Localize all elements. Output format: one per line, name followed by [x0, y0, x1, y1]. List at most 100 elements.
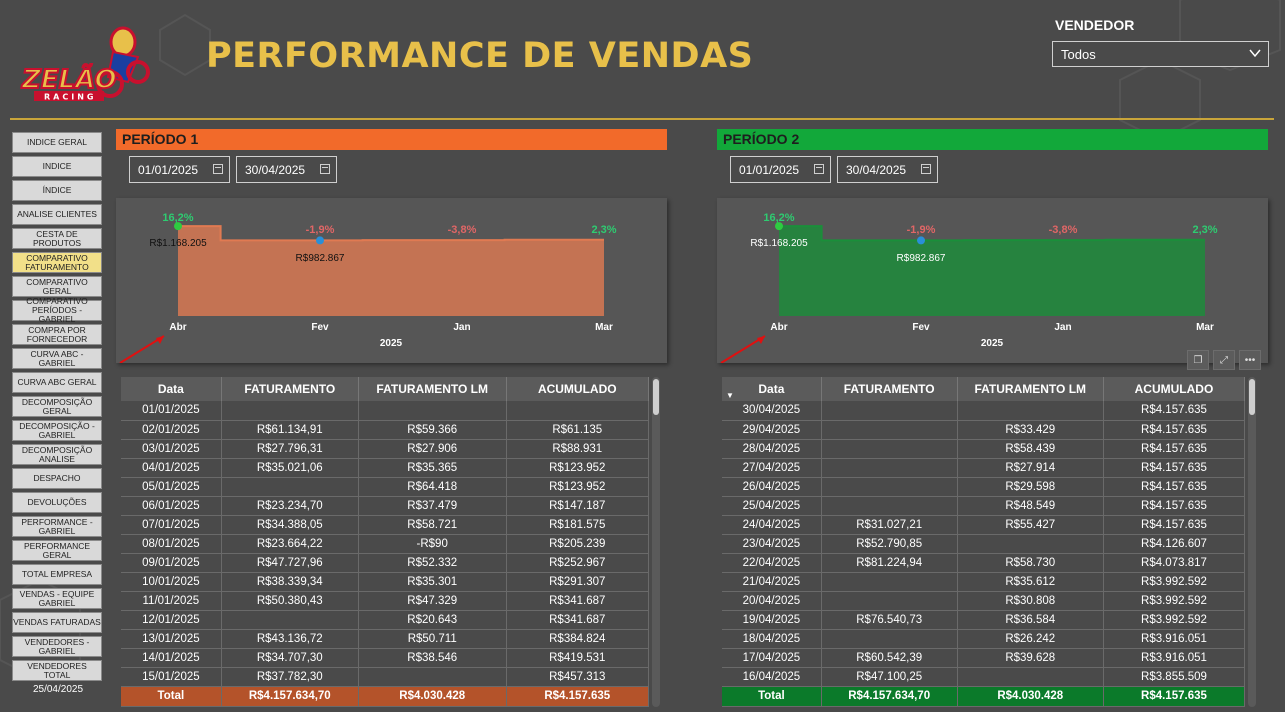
column-header[interactable]: FATURAMENTO — [221, 377, 359, 401]
sort-desc-icon[interactable]: ▼ — [726, 391, 734, 400]
table-cell: R$81.224,94 — [821, 553, 958, 573]
sidebar-date: 25/04/2025 — [32, 684, 84, 695]
column-header[interactable]: Data ▼ — [722, 377, 822, 401]
sidebar-item-comparativo-geral[interactable]: COMPARATIVO GERAL — [12, 276, 102, 297]
table-cell: R$20.643 — [358, 610, 507, 630]
table-row: 02/01/2025 R$61.134,91 R$59.366 R$61.135 — [121, 420, 650, 440]
table-cell: 17/04/2025 — [722, 648, 822, 668]
vendedor-dropdown[interactable]: Todos — [1052, 41, 1269, 67]
min-point — [917, 236, 925, 245]
sidebar-item-curva-abc-geral[interactable]: CURVA ABC GERAL — [12, 372, 102, 393]
column-header[interactable]: FATURAMENTO LM — [957, 377, 1104, 401]
table-cell: R$26.242 — [957, 629, 1104, 649]
x-tick-label: Jan — [1054, 322, 1071, 333]
table-cell: R$50.380,43 — [221, 591, 359, 611]
sidebar-item-vendedores-total[interactable]: VENDEDORES TOTAL — [12, 660, 102, 681]
period1-scroll-thumb[interactable] — [653, 379, 659, 415]
sidebar-item-compra-por-fornecedor[interactable]: COMPRA POR FORNECEDOR — [12, 324, 102, 345]
table-cell: R$33.429 — [957, 420, 1104, 440]
table-cell: 20/04/2025 — [722, 591, 822, 611]
table-row: 30/04/2025 R$4.157.635 — [722, 401, 1246, 421]
table-cell: 28/04/2025 — [722, 439, 822, 459]
sidebar-item-índice[interactable]: ÍNDICE — [12, 180, 102, 201]
table-cell: -R$90 — [358, 534, 507, 554]
sidebar-item-performance-geral[interactable]: PERFORMANCE GERAL — [12, 540, 102, 561]
table-cell: R$419.531 — [506, 648, 650, 668]
period1-end-date[interactable]: 30/04/2025 — [236, 156, 337, 183]
table-cell: 02/01/2025 — [121, 420, 222, 440]
table-cell: R$4.157.635 — [1103, 477, 1246, 497]
sidebar-item-indice[interactable]: INDICE — [12, 156, 102, 177]
sidebar-item-decomposição-analise[interactable]: DECOMPOSIÇÃO ANALISE — [12, 444, 102, 465]
table-cell — [957, 667, 1104, 687]
period2-scrollbar[interactable] — [1248, 377, 1256, 707]
table-row: 19/04/2025 R$76.540,73 R$36.584 R$3.992.592 — [722, 610, 1246, 630]
calendar-icon[interactable] — [320, 164, 330, 174]
table-cell: R$457.313 — [506, 667, 650, 687]
table-cell: 18/04/2025 — [722, 629, 822, 649]
period2-start-date[interactable]: 01/01/2025 — [730, 156, 831, 183]
column-header[interactable]: ACUMULADO — [506, 377, 650, 401]
total-cell: R$4.157.635 — [506, 686, 650, 707]
calendar-icon[interactable] — [814, 164, 824, 174]
table-cell: 27/04/2025 — [722, 458, 822, 478]
copy-icon[interactable]: ❐ — [1187, 350, 1209, 370]
sidebar-item-comparativo-faturamento[interactable]: COMPARATIVO FATURAMENTO — [12, 252, 102, 273]
table-cell: R$52.790,85 — [821, 534, 958, 554]
table-cell: R$39.628 — [957, 648, 1104, 668]
table-cell — [821, 591, 958, 611]
sidebar-item-cesta-de-produtos[interactable]: CESTA DE PRODUTOS — [12, 228, 102, 249]
table-cell: R$30.808 — [957, 591, 1104, 611]
logo-subtext: RACING — [44, 93, 96, 102]
table-row: 07/01/2025 R$34.388,05 R$58.721 R$181.575 — [121, 515, 650, 535]
annotation-arrow — [720, 335, 766, 363]
sidebar-item-vendas-faturadas[interactable]: VENDAS FATURADAS — [12, 612, 102, 633]
table-cell: R$27.796,31 — [221, 439, 359, 459]
total-row: Total R$4.157.634,70 R$4.030.428 R$4.157.63… — [121, 686, 650, 707]
total-cell: Total — [722, 686, 822, 707]
period2-scroll-thumb[interactable] — [1249, 379, 1255, 415]
table-cell: 05/01/2025 — [121, 477, 222, 497]
column-header[interactable]: FATURAMENTO — [821, 377, 958, 401]
calendar-icon[interactable] — [921, 164, 931, 174]
table-cell: R$35.301 — [358, 572, 507, 592]
calendar-icon[interactable] — [213, 164, 223, 174]
table-cell: R$384.824 — [506, 629, 650, 649]
table-cell: R$38.339,34 — [221, 572, 359, 592]
period2-end-date[interactable]: 30/04/2025 — [837, 156, 938, 183]
total-cell: R$4.157.634,70 — [821, 686, 958, 707]
sidebar-item-vendas-equipe-gabriel[interactable]: VENDAS - EQUIPE GABRIEL — [12, 588, 102, 609]
table-cell: R$61.134,91 — [221, 420, 359, 440]
table-cell: 24/04/2025 — [722, 515, 822, 535]
sidebar-item-indice-geral[interactable]: INDICE GERAL — [12, 132, 102, 153]
sidebar-item-decomposição-gabriel[interactable]: DECOMPOSIÇÃO - GABRIEL — [12, 420, 102, 441]
area-line — [178, 225, 604, 242]
period1-start-date[interactable]: 01/01/2025 — [129, 156, 230, 183]
table-row: 27/04/2025 R$27.914 R$4.157.635 — [722, 458, 1246, 478]
table-cell: R$147.187 — [506, 496, 650, 516]
table-row: 01/01/2025 — [121, 401, 650, 421]
table-cell: R$36.584 — [957, 610, 1104, 630]
focus-mode-icon[interactable]: ⤢ — [1213, 350, 1235, 370]
column-header[interactable]: FATURAMENTO LM — [358, 377, 507, 401]
table-cell — [821, 439, 958, 459]
more-options-icon[interactable]: ••• — [1239, 350, 1261, 370]
sidebar-item-analise-clientes[interactable]: ANALISE CLIENTES — [12, 204, 102, 225]
sidebar-item-decomposição-geral[interactable]: DECOMPOSIÇÃO GERAL — [12, 396, 102, 417]
sidebar-item-curva-abc-gabriel[interactable]: CURVA ABC - GABRIEL — [12, 348, 102, 369]
sidebar-item-performance-gabriel[interactable]: PERFORMANCE - GABRIEL — [12, 516, 102, 537]
column-header[interactable]: ACUMULADO — [1103, 377, 1246, 401]
sidebar-item-despacho[interactable]: DESPACHO — [12, 468, 102, 489]
sidebar-item-vendedores-gabriel[interactable]: VENDEDORES - GABRIEL — [12, 636, 102, 657]
sidebar-item-comparativo-períodos-gabriel[interactable]: COMPARATIVO PERÍODOS - GABRIEL — [12, 297, 102, 324]
table-cell: R$58.721 — [358, 515, 507, 535]
period2-start-value: 01/01/2025 — [739, 163, 800, 177]
table-cell: R$123.952 — [506, 477, 650, 497]
sidebar-item-total-empresa[interactable]: TOTAL EMPRESA — [12, 564, 102, 585]
period1-chart-svg: Abr 16,2% R$1.168.205 Fev -1,9% R$982.867 Jan -… — [119, 212, 617, 363]
period1-scrollbar[interactable] — [652, 377, 660, 707]
column-header[interactable]: Data — [121, 377, 222, 401]
table-row: 28/04/2025 R$58.439 R$4.157.635 — [722, 439, 1246, 459]
sidebar-item-devoluções[interactable]: DEVOLUÇÕES — [12, 492, 102, 513]
pct-label: 16,2% — [763, 212, 794, 224]
